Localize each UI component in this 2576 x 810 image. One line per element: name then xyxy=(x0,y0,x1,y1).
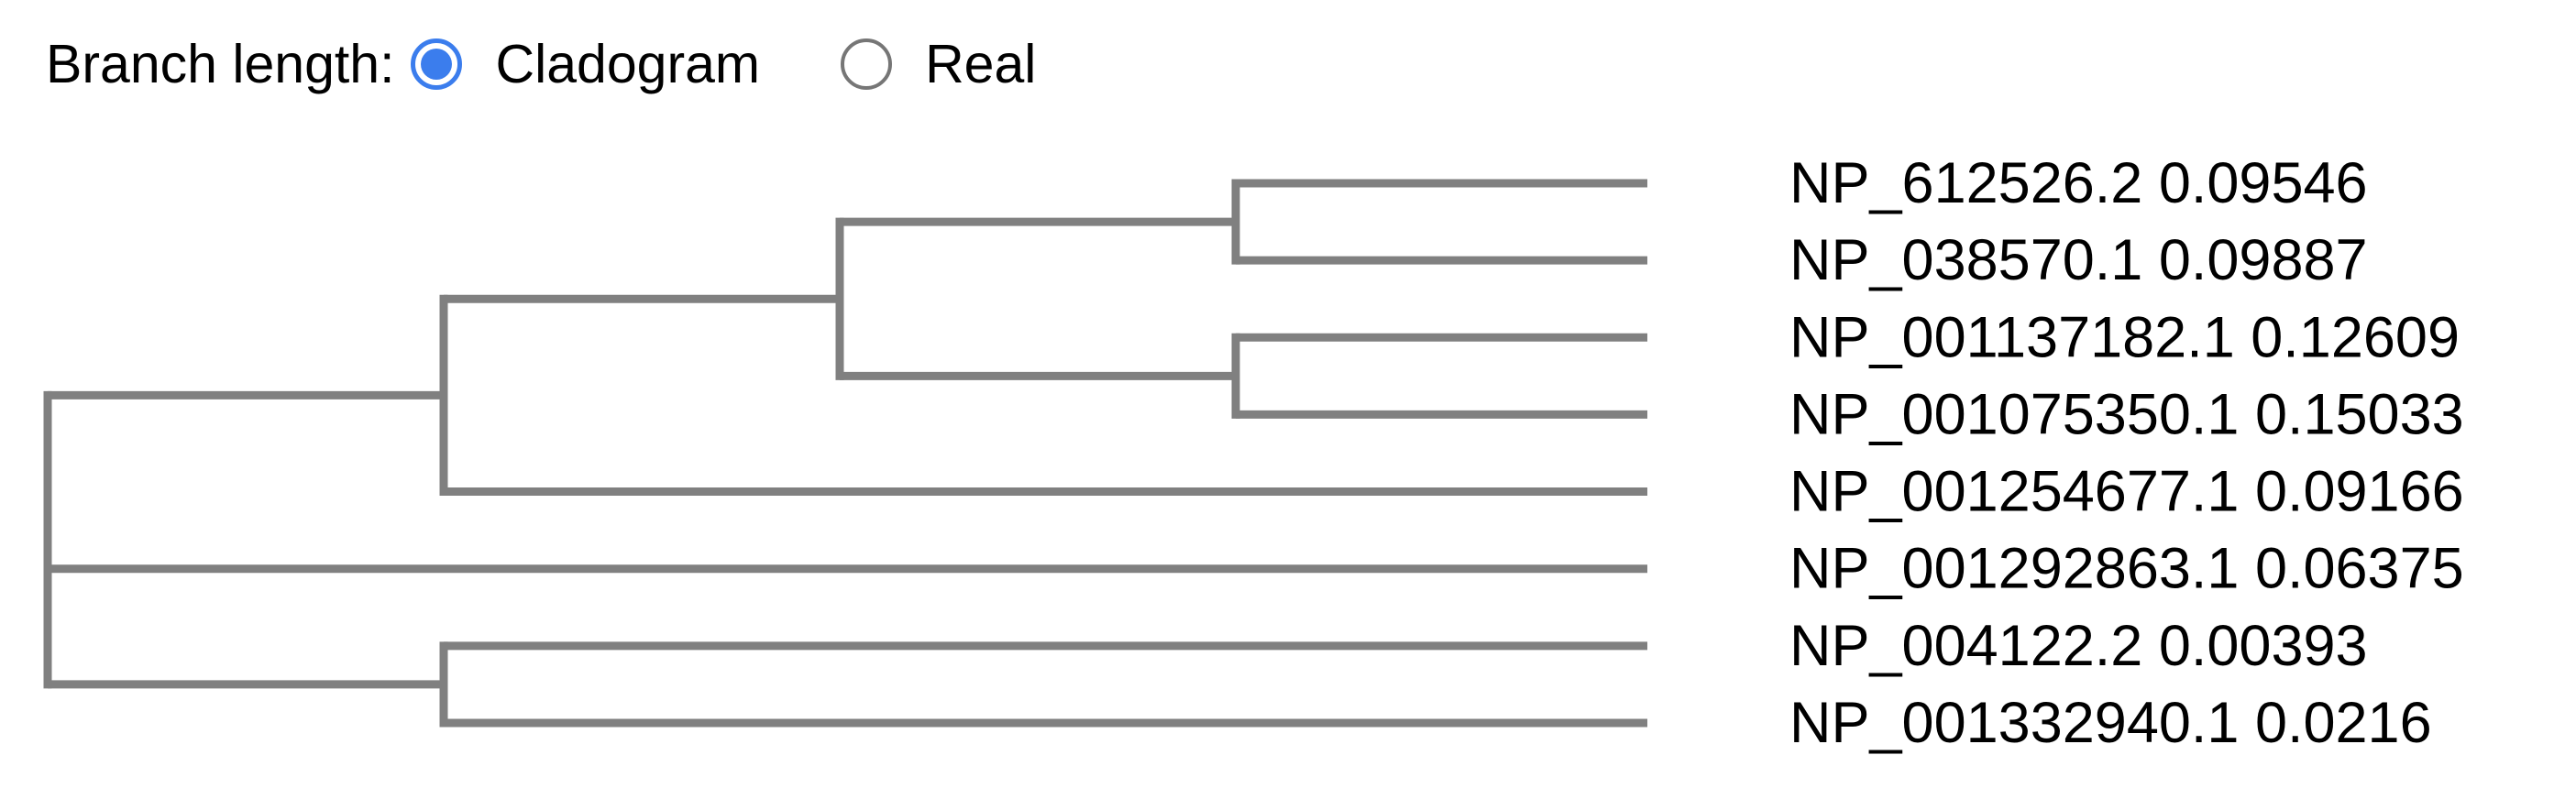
branch-length-label: Branch length: xyxy=(46,33,395,94)
real-radio[interactable] xyxy=(841,38,893,90)
leaf-label: NP_001292863.1 0.06375 xyxy=(1789,537,2464,601)
leaf-label: NP_001075350.1 0.15033 xyxy=(1789,382,2464,446)
cladogram-radio[interactable] xyxy=(411,38,463,90)
leaf-label: NP_612526.2 0.09546 xyxy=(1789,151,2368,215)
real-option[interactable]: Real xyxy=(841,33,1037,94)
cladogram-option[interactable]: Cladogram xyxy=(411,33,841,94)
leaf-label: NP_001254677.1 0.09166 xyxy=(1789,460,2464,524)
real-option-label[interactable]: Real xyxy=(925,33,1037,94)
leaf-label: NP_038570.1 0.09887 xyxy=(1789,228,2368,292)
branch-length-control: Branch length: Cladogram Real xyxy=(46,27,1036,101)
leaf-label: NP_004122.2 0.00393 xyxy=(1789,614,2368,678)
leaf-label: NP_001332940.1 0.0216 xyxy=(1789,691,2432,755)
cladogram-option-label[interactable]: Cladogram xyxy=(495,33,761,94)
leaf-label: NP_001137182.1 0.12609 xyxy=(1789,305,2460,369)
